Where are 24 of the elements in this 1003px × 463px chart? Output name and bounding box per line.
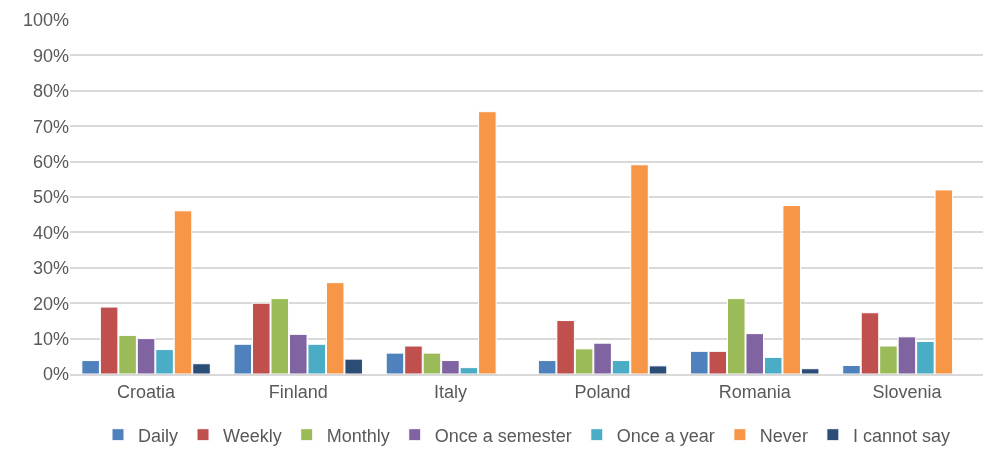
y-tick-label: 70% — [32, 116, 69, 137]
x-tick-label: Croatia — [117, 381, 177, 402]
x-tick-label: Slovenia — [872, 381, 943, 402]
x-tick-label: Finland — [268, 381, 328, 402]
y-tick-label: 10% — [32, 328, 69, 349]
x-tick-label: Romania — [718, 381, 792, 402]
y-tick-label: 60% — [32, 151, 69, 172]
y-tick-label: 90% — [32, 45, 69, 66]
y-tick-label: 0% — [42, 364, 69, 385]
y-tick-label: 50% — [32, 187, 69, 208]
legend-label: Weekly — [223, 425, 282, 446]
x-tick-label: Italy — [433, 381, 467, 402]
legend-label: Once a year — [616, 425, 715, 446]
legend-label: Daily — [138, 425, 179, 446]
legend-label: Never — [759, 425, 808, 446]
y-tick-label: 20% — [32, 293, 69, 314]
x-tick-label: Poland — [574, 381, 631, 402]
legend-label: Monthly — [326, 425, 390, 446]
y-tick-label: 80% — [32, 81, 69, 102]
y-tick-label: 40% — [32, 222, 69, 243]
legend-label: I cannot say — [852, 425, 950, 446]
y-tick-label: 100% — [22, 10, 69, 31]
y-tick-label: 30% — [32, 258, 69, 279]
legend-label: Once a semester — [434, 425, 572, 446]
